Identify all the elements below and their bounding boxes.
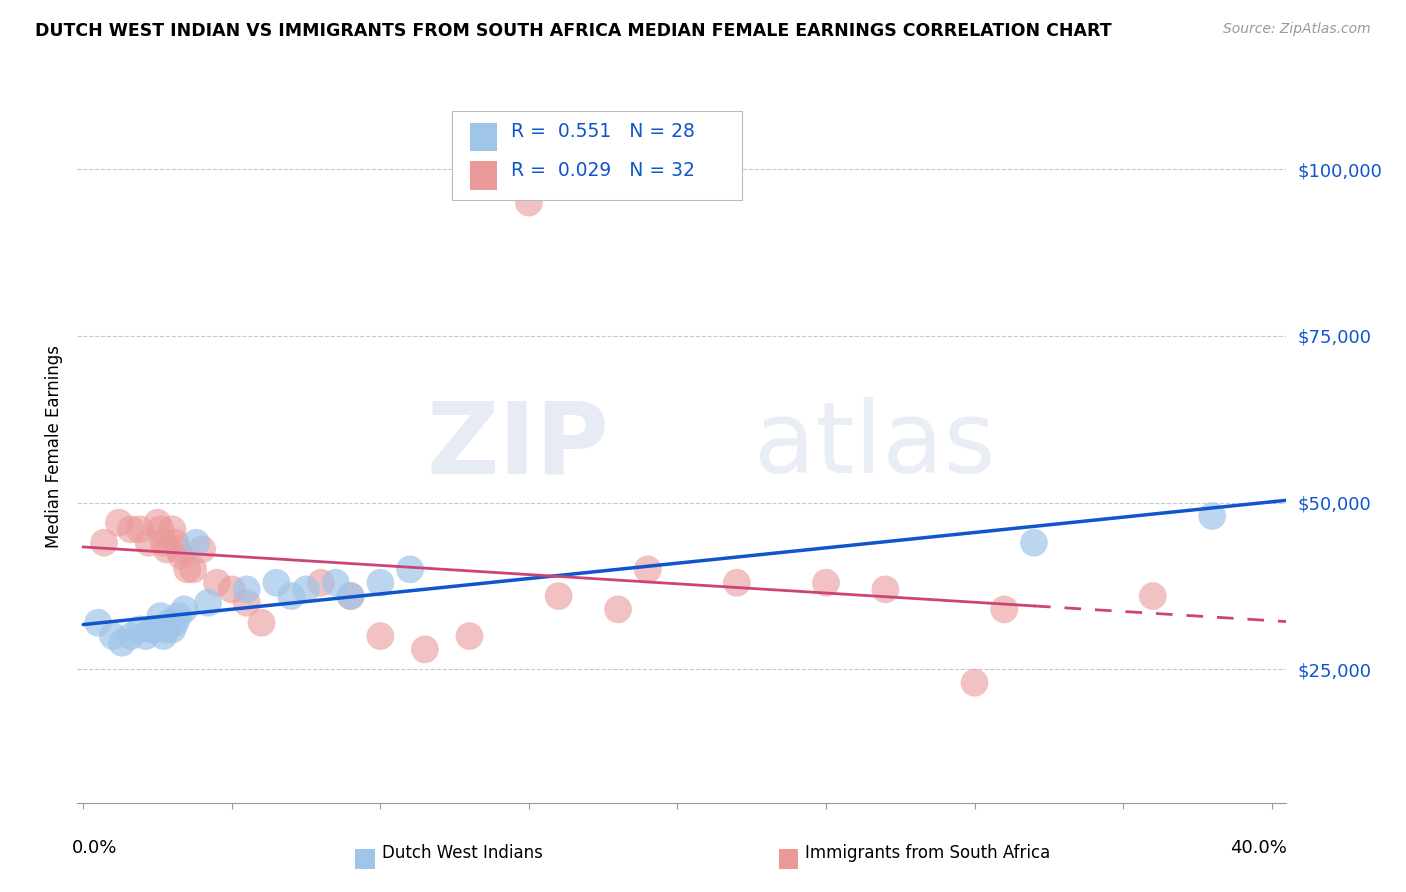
Point: [152, 535, 174, 549]
Text: ZIP: ZIP: [426, 398, 609, 494]
Point: [1142, 589, 1164, 603]
FancyBboxPatch shape: [470, 123, 496, 152]
Point: [399, 562, 422, 576]
Point: [120, 629, 142, 643]
Point: [235, 582, 257, 597]
Point: [165, 535, 187, 549]
Point: [170, 549, 193, 563]
Point: [295, 582, 318, 597]
Point: [181, 562, 204, 576]
Point: [266, 575, 288, 590]
Point: [205, 575, 228, 590]
Point: [963, 675, 986, 690]
Point: [162, 522, 184, 536]
FancyBboxPatch shape: [356, 849, 375, 869]
Text: 0.0%: 0.0%: [72, 838, 117, 856]
Point: [146, 516, 169, 530]
Point: [152, 629, 174, 643]
Point: [186, 535, 208, 549]
Point: [120, 522, 142, 536]
Point: [138, 535, 160, 549]
Text: atlas: atlas: [755, 398, 995, 494]
Point: [128, 623, 150, 637]
FancyBboxPatch shape: [470, 161, 496, 190]
Point: [191, 542, 214, 557]
Point: [111, 636, 134, 650]
Text: DUTCH WEST INDIAN VS IMMIGRANTS FROM SOUTH AFRICA MEDIAN FEMALE EARNINGS CORRELA: DUTCH WEST INDIAN VS IMMIGRANTS FROM SOU…: [35, 22, 1112, 40]
Text: R =  0.551   N = 28: R = 0.551 N = 28: [512, 122, 696, 141]
Point: [108, 516, 131, 530]
Y-axis label: Median Female Earnings: Median Female Earnings: [45, 344, 63, 548]
Point: [235, 596, 257, 610]
Text: 40.0%: 40.0%: [1230, 838, 1286, 856]
Point: [101, 629, 124, 643]
Point: [162, 623, 184, 637]
Point: [547, 589, 569, 603]
Point: [607, 602, 630, 616]
Point: [370, 575, 392, 590]
Point: [167, 609, 190, 624]
Point: [309, 575, 332, 590]
Point: [141, 623, 163, 637]
Point: [339, 589, 361, 603]
Point: [173, 602, 195, 616]
FancyBboxPatch shape: [779, 849, 799, 869]
Point: [155, 542, 177, 557]
Point: [1022, 535, 1045, 549]
Point: [87, 615, 110, 630]
Text: R =  0.029   N = 32: R = 0.029 N = 32: [512, 161, 696, 179]
Point: [339, 589, 361, 603]
Point: [159, 615, 181, 630]
Text: Dutch West Indians: Dutch West Indians: [382, 844, 543, 862]
Point: [149, 609, 172, 624]
Point: [875, 582, 897, 597]
Point: [458, 629, 481, 643]
Point: [135, 629, 157, 643]
Point: [143, 623, 166, 637]
Point: [413, 642, 436, 657]
Point: [155, 623, 177, 637]
Text: Source: ZipAtlas.com: Source: ZipAtlas.com: [1223, 22, 1371, 37]
Point: [325, 575, 347, 590]
Point: [1201, 509, 1223, 524]
Point: [167, 542, 190, 557]
Point: [993, 602, 1015, 616]
Point: [176, 562, 198, 576]
Point: [197, 596, 219, 610]
Point: [93, 535, 115, 549]
Point: [637, 562, 659, 576]
Text: Immigrants from South Africa: Immigrants from South Africa: [806, 844, 1050, 862]
Point: [250, 615, 273, 630]
Point: [221, 582, 243, 597]
Point: [280, 589, 302, 603]
Point: [149, 522, 172, 536]
Point: [128, 522, 150, 536]
Point: [814, 575, 837, 590]
Point: [725, 575, 748, 590]
Point: [517, 195, 540, 210]
FancyBboxPatch shape: [453, 111, 742, 200]
Point: [370, 629, 392, 643]
Point: [165, 615, 187, 630]
